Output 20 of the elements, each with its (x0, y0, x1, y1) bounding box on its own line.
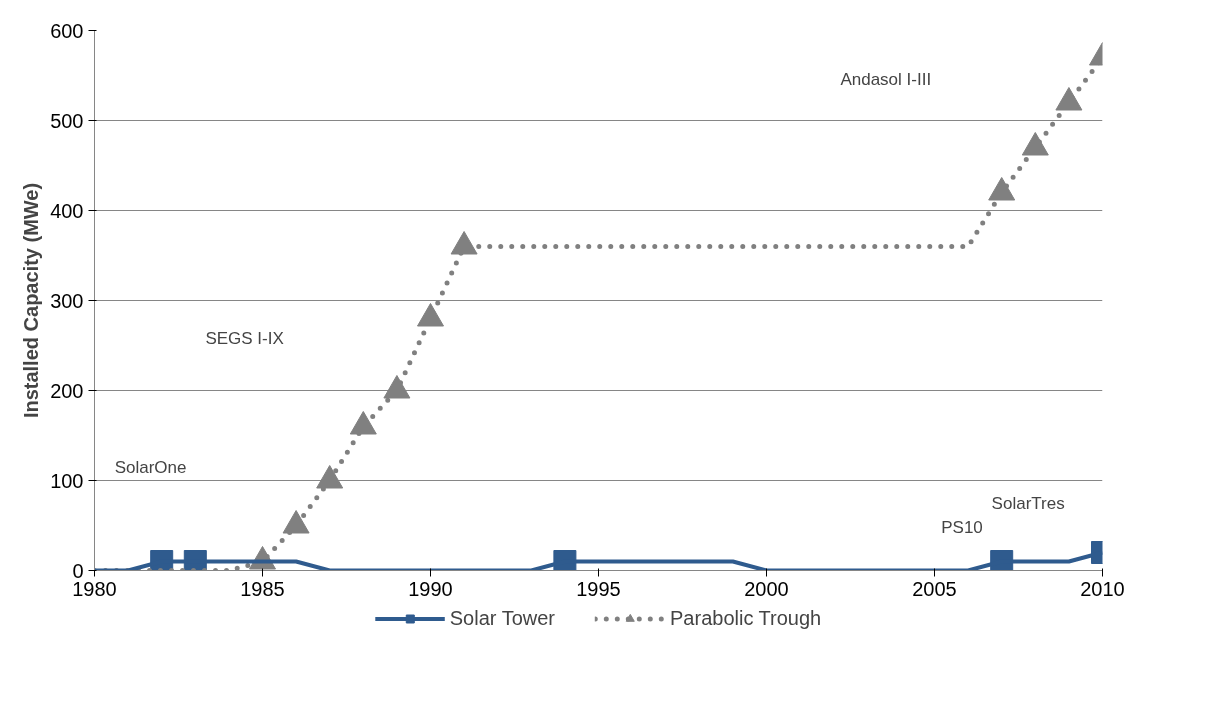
y-tick-label: 600 (50, 19, 84, 42)
annotation: PS10 (941, 517, 983, 537)
y-axis-title: Installed Capacity (MWe) (20, 182, 43, 419)
annotation: Andasol I-III (840, 69, 932, 89)
x-tick-label: 1985 (240, 577, 285, 600)
x-tick-label: 2010 (1080, 577, 1125, 600)
annotation: SolarTres (991, 493, 1065, 513)
x-tick-label: 1990 (408, 577, 453, 600)
x-tick-label: 1995 (576, 577, 621, 600)
annotation: SolarOne (114, 458, 187, 478)
y-tick-label: 500 (50, 109, 84, 132)
y-tick-label: 100 (50, 469, 84, 492)
y-tick-label: 300 (50, 289, 84, 312)
annotation: SEGS I-IX (205, 328, 284, 348)
y-tick-label: 200 (50, 379, 84, 402)
x-tick-label: 2005 (912, 577, 957, 600)
y-tick-label: 400 (50, 199, 84, 222)
x-tick-label: 2000 (744, 577, 789, 600)
legend-label: Solar Tower (449, 606, 556, 630)
legend-label: Parabolic Trough (670, 606, 822, 630)
